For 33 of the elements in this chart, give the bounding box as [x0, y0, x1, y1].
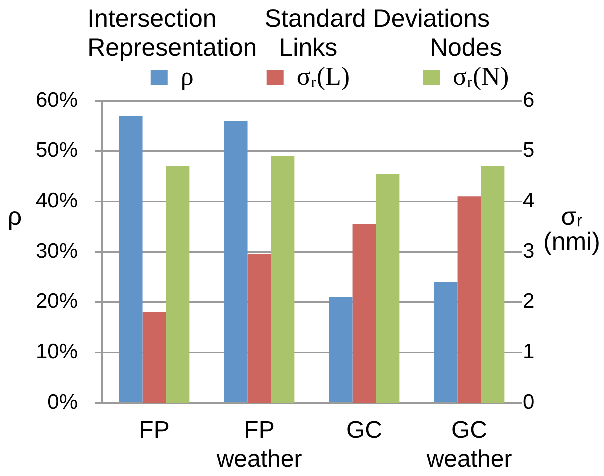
y2-tick-label: 1 [523, 340, 535, 364]
text: Nodes [430, 34, 502, 62]
y-tick-label: 10% [36, 340, 78, 364]
y2-tick-label: 4 [523, 189, 535, 212]
y2-tick-label: 6 [523, 88, 535, 112]
x-tick-label: GC [346, 417, 382, 444]
y-tick-label: 20% [36, 290, 78, 314]
x-tick-label: FP weather [216, 417, 302, 473]
y-tick-label: 50% [36, 139, 78, 162]
x-tick-label: FP [139, 417, 170, 444]
bar [376, 174, 400, 403]
y-tick-label: 40% [36, 189, 78, 212]
y2-tick-label: 5 [523, 139, 535, 162]
x-tick-label: GC weather [426, 417, 512, 473]
y2-tick-label: 3 [523, 240, 535, 263]
bar [142, 312, 166, 403]
y-tick-label: 0% [48, 390, 78, 414]
text: Intersection Representation [88, 5, 258, 62]
y2-tick-label: 0 [523, 390, 535, 414]
legend-label: σᵣ(N) [453, 62, 510, 91]
y2-tick-label: 2 [523, 290, 535, 314]
y-tick-label: 60% [36, 88, 78, 112]
bar [119, 116, 143, 402]
bar [166, 166, 190, 403]
y-tick-label: 30% [36, 240, 78, 263]
y2-axis-title: σᵣ (nmi) [544, 202, 600, 256]
text: Standard Deviations [264, 5, 490, 33]
bar [481, 166, 505, 403]
text: Links [279, 34, 338, 62]
legend-label: ρ [180, 62, 194, 91]
legend-label: σᵣ(L) [296, 62, 350, 91]
y-axis-title: ρ [8, 202, 22, 231]
bar [271, 156, 295, 403]
